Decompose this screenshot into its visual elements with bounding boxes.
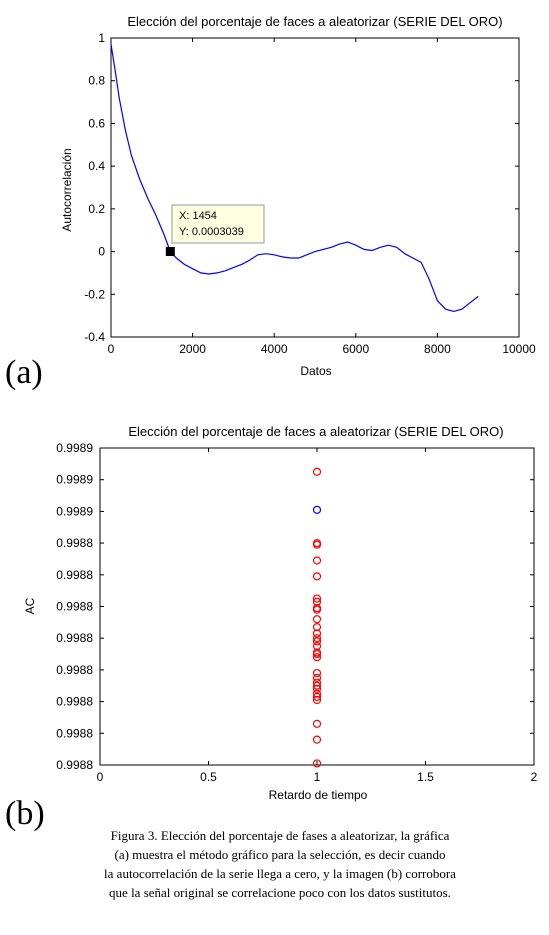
chart-a-ytick-label: 0 — [98, 245, 105, 259]
chart-b-point — [312, 642, 322, 651]
chart-b-xtick-label: 2 — [531, 770, 538, 784]
chart-b-xlabel: Retardo de tiempo — [269, 788, 368, 802]
datatip[interactable]: X: 1454 Y: 0.0003039 — [165, 204, 265, 257]
chart-b-point — [312, 556, 322, 565]
chart-b-point — [312, 540, 322, 549]
chart-b-ytick-label: 0.9988 — [56, 568, 93, 582]
chart-b-point — [312, 597, 322, 606]
chart-a-ytick-label: 1 — [98, 31, 105, 45]
chart-a-ytick-label: 0.2 — [88, 202, 105, 216]
datatip-marker — [165, 247, 175, 257]
chart-b-point — [312, 695, 322, 705]
chart-b-point — [312, 634, 322, 643]
chart-b-point — [312, 678, 322, 687]
chart-a-ytick-label: -0.4 — [84, 330, 105, 344]
chart-b-point — [312, 594, 322, 603]
chart-b-point — [312, 467, 322, 476]
chart-b-xtick-label: 1.5 — [417, 770, 434, 784]
figure-caption: Figura 3. Elección del porcentaje de fas… — [60, 826, 500, 902]
chart-b-point — [312, 653, 322, 662]
chart-b-ytick-label: 0.9988 — [56, 631, 93, 645]
chart-a-ytick-label: 0.4 — [88, 159, 105, 173]
chart-b-ytick-label: 0.9988 — [56, 536, 93, 550]
chart-a-ylabel: Autocorrelación — [60, 148, 74, 231]
chart-b-point — [312, 735, 322, 744]
chart-b-point — [312, 623, 322, 632]
chart-b-ytick-label: 0.9988 — [56, 758, 93, 772]
chart-b-point — [312, 689, 322, 698]
chart-b-ytick-label: 0.9989 — [56, 473, 93, 487]
panel-label-b: (b) — [5, 795, 45, 832]
chart-a-xlabel: Datos — [300, 364, 331, 378]
chart-a-title: Elección del porcentaje de faces a aleat… — [127, 14, 502, 29]
chart-b-ylabel: AC — [23, 597, 37, 614]
chart-b-points — [312, 467, 322, 768]
chart-b-ytick-label: 0.9989 — [56, 504, 93, 518]
datatip-x: X: 1454 — [179, 210, 217, 222]
chart-b-xtick-label: 0 — [97, 770, 104, 784]
chart-a-ytick-label: -0.2 — [84, 287, 105, 301]
chart-b-point — [312, 615, 322, 624]
chart-a-ytick-label: 0.8 — [88, 74, 105, 88]
chart-b-xtick-label: 1 — [314, 770, 321, 784]
chart-a-ytick-label: 0.6 — [88, 116, 105, 130]
chart-b-point — [312, 759, 322, 768]
chart-b-ytick-label: 0.9988 — [56, 726, 93, 740]
chart-b-title: Elección del porcentaje de faces a aleat… — [128, 424, 503, 439]
caption-line: la autocorrelación de la serie llega a c… — [104, 866, 456, 881]
chart-a-xtick-label: 0 — [108, 342, 115, 356]
chart-a-xtick-label: 4000 — [261, 342, 288, 356]
chart-b-ticks: 0 0.5 1 1.5 2 0.9988 0.9988 0.9988 0.9988 0.9988 0… — [56, 441, 537, 784]
chart-a-series-line — [110, 44, 479, 313]
chart-b-ytick-label: 0.9988 — [56, 663, 93, 677]
chart-b-point — [312, 505, 322, 514]
chart-b-point — [312, 629, 322, 638]
chart-b-point — [312, 668, 322, 678]
caption-line: que la señal original se correlacione po… — [109, 885, 451, 900]
chart-b-point — [312, 572, 322, 581]
chart-a-xtick-label: 6000 — [342, 342, 369, 356]
chart-a-xtick-label: 8000 — [424, 342, 451, 356]
datatip-y: Y: 0.0003039 — [179, 226, 244, 238]
chart-a: Elección del porcentaje de faces a aleat… — [5, 14, 536, 391]
chart-a-xtick-label: 2000 — [179, 342, 206, 356]
chart-a-axes-box — [110, 37, 520, 338]
chart-a-ticks: 0 2000 4000 6000 8000 10000 -0.4 -0.2 0 0.2 0.4 0.6… — [84, 31, 536, 356]
chart-b-point — [312, 637, 322, 646]
chart-b-point — [312, 692, 322, 701]
caption-line: Figura 3. Elección del porcentaje de fas… — [110, 828, 450, 843]
chart-b-ytick-label: 0.9989 — [56, 441, 93, 455]
panel-label-a: (a) — [5, 354, 43, 391]
chart-b-point — [312, 605, 322, 614]
chart-a-xtick-label: 10000 — [502, 342, 536, 356]
chart-b-point — [312, 649, 322, 659]
chart-b-point — [312, 681, 322, 690]
chart-b-point — [312, 719, 322, 728]
chart-b-xtick-label: 0.5 — [200, 770, 217, 784]
chart-b: Elección del porcentaje de faces a aleat… — [5, 424, 538, 832]
chart-b-point — [312, 684, 322, 694]
chart-b-point — [312, 673, 322, 682]
caption-line: (a) muestra el método gráfico para la se… — [114, 847, 446, 862]
chart-b-ytick-label: 0.9988 — [56, 600, 93, 614]
chart-b-ytick-label: 0.9988 — [56, 695, 93, 709]
datatip-box — [171, 204, 265, 244]
